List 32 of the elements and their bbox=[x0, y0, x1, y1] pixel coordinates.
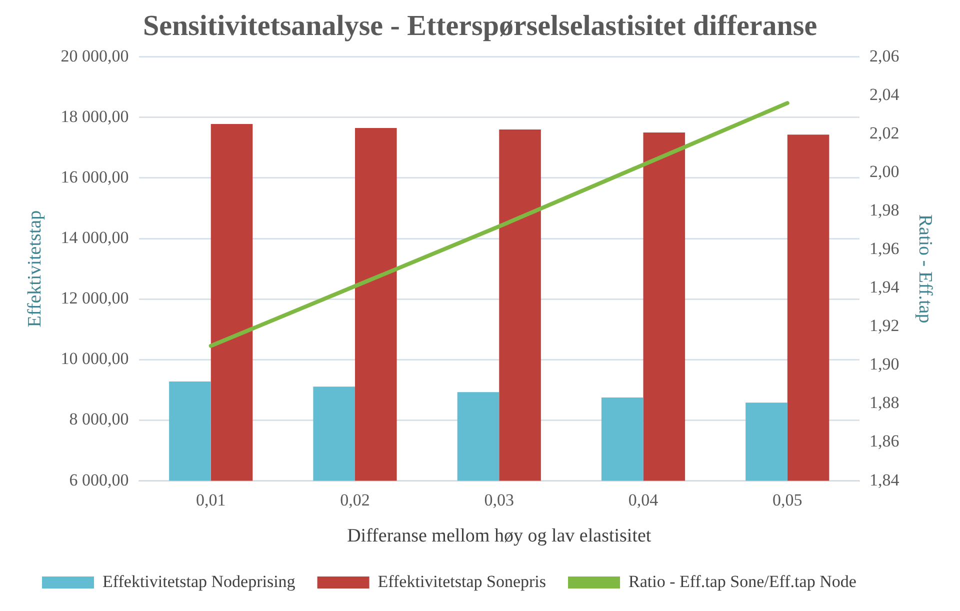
x-tick-label: 0,04 bbox=[628, 490, 659, 510]
x-axis-title: Differanse mellom høy og lav elastisitet bbox=[347, 526, 652, 547]
y-tick-label: 12 000,00 bbox=[60, 288, 129, 308]
y2-axis-title: Ratio - Eff.tap bbox=[914, 214, 936, 324]
y-tick-label: 6 000,00 bbox=[69, 470, 129, 490]
y2-tick-label: 2,02 bbox=[869, 123, 900, 142]
y-tick-label: 14 000,00 bbox=[60, 228, 129, 247]
x-tick-label: 0,03 bbox=[484, 490, 514, 510]
y2-tick-label: 1,86 bbox=[869, 432, 900, 451]
legend-label: Ratio - Eff.tap Sone/Eff.tap Node bbox=[628, 572, 856, 591]
y-tick-label: 10 000,00 bbox=[60, 349, 129, 368]
y2-tick-label: 2,00 bbox=[869, 162, 900, 181]
y2-tick-label: 2,04 bbox=[869, 84, 900, 104]
y-tick-label: 18 000,00 bbox=[60, 106, 129, 126]
x-tick-label: 0,05 bbox=[772, 490, 802, 510]
legend-label: Effektivitetstap Nodeprising bbox=[102, 572, 296, 591]
y2-tick-label: 1,88 bbox=[869, 393, 900, 412]
x-tick-label: 0,01 bbox=[196, 490, 226, 510]
y2-tick-label: 1,94 bbox=[869, 278, 900, 297]
y2-tick-label: 1,98 bbox=[869, 200, 900, 220]
legend-label: Effektivitetstap Sonepris bbox=[378, 572, 546, 591]
y-tick-label: 8 000,00 bbox=[69, 410, 129, 429]
y-axis-title: Effektivitetstap bbox=[24, 210, 46, 328]
y2-tick-label: 1,96 bbox=[869, 238, 900, 258]
x-tick-label: 0,02 bbox=[340, 490, 370, 510]
y-tick-label: 20 000,00 bbox=[60, 46, 129, 66]
y2-tick-label: 2,06 bbox=[869, 46, 900, 66]
y2-tick-label: 1,90 bbox=[869, 354, 900, 374]
chart-title: Sensitivitetsanalyse - Etterspørselselastisitet differanse bbox=[142, 10, 818, 42]
y2-tick-label: 1,84 bbox=[869, 470, 900, 490]
y-tick-label: 16 000,00 bbox=[60, 167, 129, 186]
y2-tick-label: 1,92 bbox=[869, 316, 900, 336]
